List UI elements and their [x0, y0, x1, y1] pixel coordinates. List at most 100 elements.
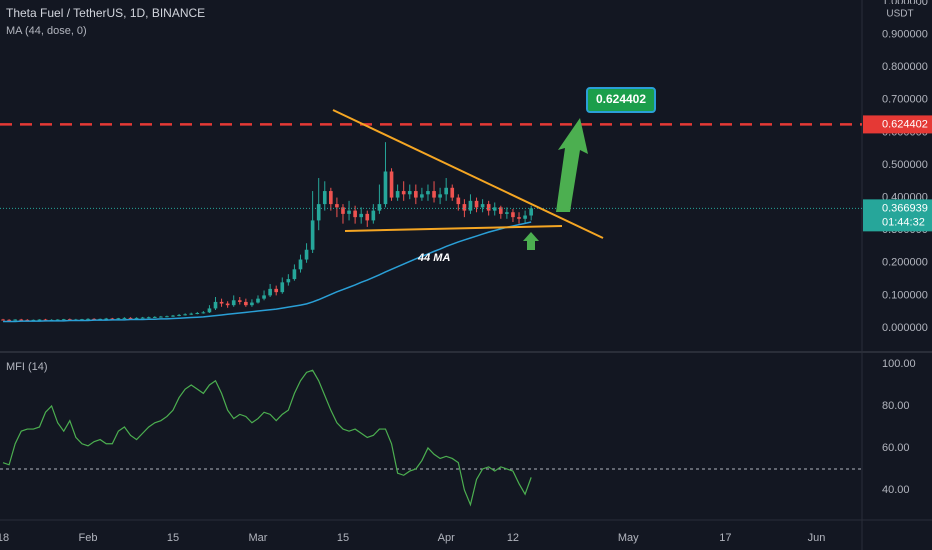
- y-tick-label: 1.000000: [882, 0, 928, 8]
- candle-body: [128, 317, 133, 319]
- candle-body: [61, 319, 66, 321]
- candle-body: [189, 313, 194, 315]
- candle-body: [134, 317, 139, 319]
- candle-body: [347, 210, 351, 214]
- ma-label: 44 MA: [417, 252, 450, 264]
- candle-body: [511, 212, 515, 218]
- up-arrow: [556, 118, 588, 212]
- candle-body: [43, 319, 48, 321]
- candle-body: [268, 288, 272, 296]
- candle-body: [31, 319, 36, 321]
- x-tick-label: Mar: [249, 532, 268, 544]
- candle-body: [92, 318, 96, 320]
- candle-body: [225, 303, 230, 306]
- candle-body: [219, 301, 224, 304]
- candle-body: [523, 215, 527, 219]
- candle-body: [432, 191, 436, 198]
- candle-body: [19, 319, 24, 321]
- candle-body: [104, 318, 109, 320]
- candle-body: [298, 259, 303, 270]
- candle-body: [316, 204, 321, 221]
- candle-body: [177, 314, 181, 316]
- currency: USDT: [886, 9, 913, 20]
- candle-body: [165, 316, 169, 318]
- candle-body: [492, 207, 497, 211]
- up-arrow: [523, 232, 539, 250]
- y-tick-label: 0.500000: [882, 159, 928, 171]
- x-tick-label: Feb: [79, 532, 98, 544]
- target-callout-label: 0.624402: [596, 92, 646, 106]
- candle-body: [55, 319, 60, 321]
- candle-body: [237, 300, 242, 302]
- candle-body: [244, 301, 248, 306]
- candle-body: [444, 187, 448, 195]
- candle-body: [462, 204, 467, 211]
- y-tick-label: 60.00: [882, 442, 910, 454]
- x-tick-label: 17: [719, 532, 731, 544]
- y-tick-label: 0.100000: [882, 289, 928, 301]
- y-tick-label: 0.000000: [882, 322, 928, 334]
- candle-body: [152, 316, 157, 318]
- candle-body: [231, 300, 236, 306]
- candle-body: [304, 249, 309, 260]
- candle-body: [13, 319, 17, 321]
- candle-body: [505, 212, 509, 214]
- candle-body: [171, 315, 175, 317]
- countdown: 01:44:32: [882, 216, 925, 228]
- candle-body: [201, 312, 206, 314]
- marks: [0, 123, 862, 507]
- candle-body: [389, 171, 394, 198]
- indicator-label: MA (44, dose, 0): [6, 25, 87, 37]
- candle-body: [365, 213, 370, 221]
- ma-line: [3, 221, 532, 323]
- candle-body: [474, 200, 479, 208]
- candle-body: [116, 318, 121, 320]
- candle-body: [183, 314, 187, 316]
- candle-body: [395, 191, 400, 198]
- candle-body: [335, 204, 339, 208]
- candle-body: [383, 171, 388, 205]
- candle-body: [480, 204, 485, 208]
- candle-body: [262, 295, 266, 299]
- candle-body: [25, 319, 30, 321]
- y-tick-label: 0.800000: [882, 61, 928, 73]
- x-tick-label: 18: [0, 532, 9, 544]
- candle-body: [310, 220, 315, 250]
- candle-body: [7, 319, 11, 321]
- candle-body: [110, 318, 115, 320]
- currency-box: [882, 4, 918, 22]
- candle-body: [140, 317, 145, 319]
- x-tick-label: Jun: [808, 532, 826, 544]
- candle-body: [195, 312, 200, 314]
- y-tick-label: 0.200000: [882, 257, 928, 269]
- trendline: [344, 225, 563, 232]
- candle-body: [1, 319, 5, 321]
- candle-body: [377, 204, 382, 211]
- indicator-label: MFI (14): [6, 361, 48, 373]
- last-price-box: [863, 199, 932, 232]
- target-price-label: 0.624402: [882, 118, 928, 130]
- candle-body: [256, 298, 260, 303]
- candle-body: [468, 200, 473, 211]
- x-tick-label: 12: [507, 532, 519, 544]
- candle-body: [80, 319, 84, 321]
- candle-body: [250, 302, 254, 306]
- candle-body: [486, 204, 491, 211]
- candle-body: [359, 213, 364, 218]
- candle-body: [122, 317, 127, 319]
- candle-body: [529, 208, 533, 216]
- candle-body: [438, 194, 442, 198]
- candle-body: [67, 319, 72, 321]
- y-tick-label: 80.00: [882, 400, 910, 412]
- candle-body: [456, 197, 461, 205]
- candle-body: [329, 191, 333, 205]
- candle-body: [207, 308, 212, 313]
- candle-body: [353, 210, 357, 218]
- x-tick-label: Apr: [438, 532, 455, 544]
- candle-body: [213, 301, 218, 309]
- y-tick-label: 100.00: [882, 358, 916, 370]
- candle-body: [401, 191, 406, 195]
- candle-body: [420, 194, 424, 198]
